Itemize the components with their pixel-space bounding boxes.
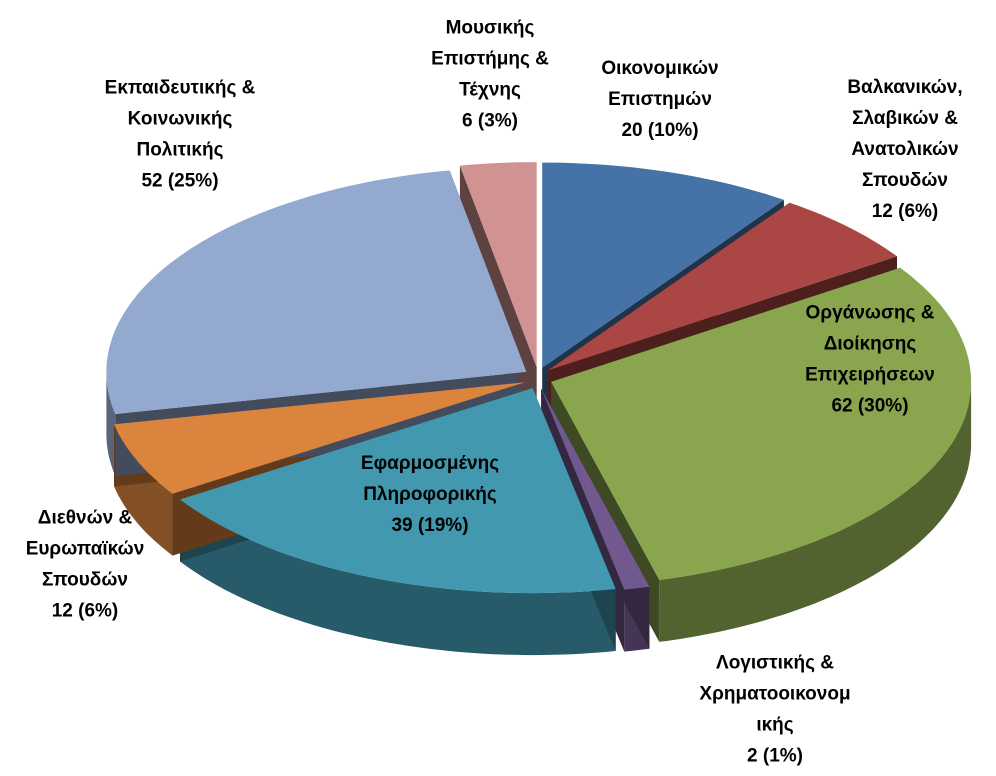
value-label: 20 (10%) [621,120,698,141]
value-label: 52 (25%) [141,171,218,192]
slice-label: Λογιστικής & [716,653,834,674]
slice [459,162,537,368]
slice [180,388,616,594]
slice-label: Επιχειρήσεων [805,365,935,386]
slice-label: Διοίκησης [824,334,917,355]
value-label: 12 (6%) [52,601,119,622]
slice [114,382,526,494]
slice-label: Επιστήμης & [431,49,549,70]
slice-side [180,499,616,656]
slice-label: Εφαρμοσμένης [361,453,499,474]
slice-label: Χρηματοοικονομ [699,684,850,705]
slice-label: Οργάνωσης & [806,303,935,324]
value-label: 62 (30%) [831,396,908,417]
slice [541,388,650,590]
slice [548,202,897,371]
slice-label: Σλαβικών & [852,108,958,129]
slice-label: Πολιτικής [136,140,223,161]
value-label: 12 (6%) [872,201,939,222]
value-label: 39 (19%) [391,515,468,536]
slice-label: Βαλκανικών, [847,77,962,98]
slice-label: Ευρωπαϊκών [26,539,145,560]
slice-label: Τέχνης [459,80,521,101]
slice-label: Διεθνών & [38,508,133,529]
slice [551,267,972,580]
slice-label: Κοινωνικής [128,109,233,130]
slice-label: Σπουδών [42,570,128,591]
slice-label: Επιστημών [608,89,712,110]
slice [542,162,784,368]
value-label: 6 (3%) [462,111,518,132]
slice-label: Εκπαιδευτικής & [105,78,256,99]
slice-label: Οικονομικών [601,58,718,79]
slice-label: Ανατολικών [851,139,958,160]
slice-side [659,381,972,642]
value-label: 2 (1%) [747,746,803,767]
slice-label: Μουσικής [446,18,535,39]
slice-side [106,371,116,476]
slice [106,170,527,414]
slice-label: Πληροφορικής [363,484,497,505]
slice-label: Σπουδών [862,170,948,191]
slice-label: ικής [756,715,793,736]
